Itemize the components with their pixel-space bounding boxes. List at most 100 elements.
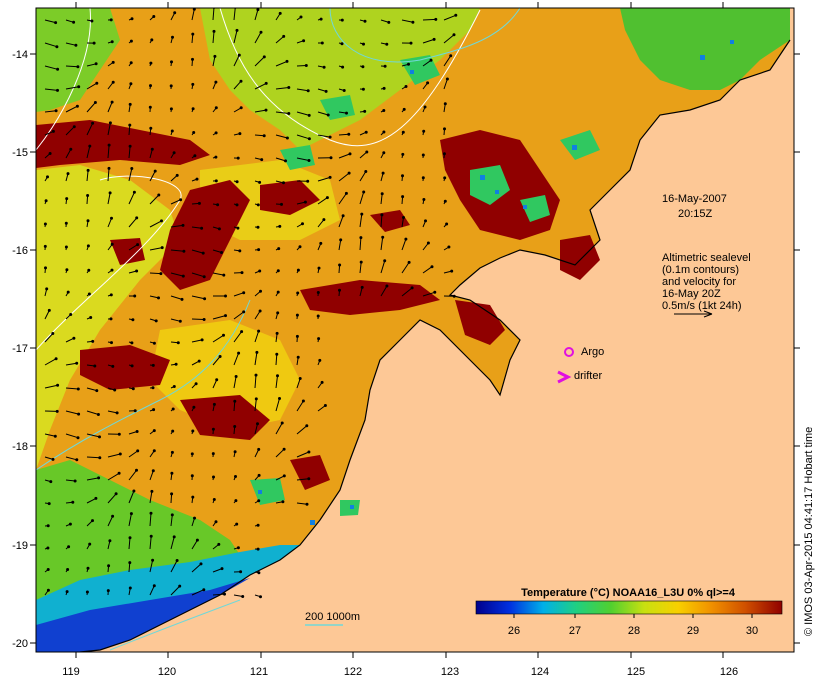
velocity-arrow-head (66, 290, 70, 294)
velocity-arrow-head (223, 592, 226, 596)
velocity-arrow-head (238, 132, 242, 136)
velocity-arrow-head (322, 218, 326, 222)
velocity-arrow-head (117, 471, 121, 475)
velocity-arrow-head (109, 18, 113, 22)
velocity-arrow (44, 333, 54, 343)
velocity-arrow (170, 585, 181, 596)
velocity-arrow (317, 197, 328, 205)
velocity-arrow (359, 191, 365, 205)
velocity-arrow (149, 513, 152, 527)
colorbar-tick-label: 26 (508, 625, 520, 637)
velocity-arrow (107, 472, 120, 481)
velocity-arrow-head (402, 107, 406, 111)
velocity-arrow-head (49, 480, 53, 484)
velocity-arrow-head (217, 542, 221, 546)
velocity-arrow (65, 149, 72, 159)
velocity-arrow-head (71, 500, 75, 504)
velocity-arrow-head (170, 450, 174, 454)
velocity-arrow (86, 170, 89, 182)
velocity-arrow (107, 168, 110, 182)
velocity-arrow-head (46, 524, 50, 528)
velocity-arrow (380, 260, 386, 274)
velocity-arrow-head (323, 404, 327, 407)
velocity-arrow-head (47, 308, 51, 312)
velocity-arrow-head (135, 216, 139, 220)
velocity-arrow-head (381, 235, 385, 239)
velocity-arrow-head (72, 336, 76, 340)
velocity-arrow (44, 19, 56, 24)
velocity-arrow-head (157, 296, 160, 300)
velocity-arrow-head (236, 226, 240, 230)
velocity-arrow-head (51, 457, 55, 461)
velocity-arrow-head (73, 479, 77, 483)
velocity-arrow-head (74, 43, 78, 47)
velocity-arrow-head (257, 248, 261, 252)
velocity-arrow (212, 31, 215, 44)
velocity-arrow (107, 410, 118, 414)
velocity-arrow-head (236, 156, 240, 160)
velocity-arrow-head (149, 126, 153, 130)
colorbar-tick-label: 28 (628, 625, 640, 637)
velocity-arrow-head (175, 173, 179, 177)
velocity-arrow-head (328, 175, 332, 179)
velocity-arrow-head (298, 377, 302, 380)
velocity-arrow-head (47, 502, 51, 506)
velocity-arrow-head (382, 86, 386, 90)
velocity-arrow-head (220, 567, 224, 571)
velocity-arrow (65, 65, 78, 68)
velocity-arrow (86, 477, 99, 481)
velocity-arrow-head (362, 42, 365, 46)
velocity-arrow-head (152, 341, 156, 345)
altimetry-note-line: (0.1m contours) (662, 264, 739, 276)
velocity-arrow-head (202, 318, 206, 321)
velocity-arrow (149, 220, 162, 228)
velocity-arrow-head (339, 238, 343, 242)
velocity-arrow-head (89, 316, 93, 319)
velocity-arrow-head (278, 11, 282, 15)
velocity-arrow (212, 8, 215, 21)
velocity-arrow (170, 224, 184, 228)
velocity-arrow-head (169, 107, 173, 111)
velocity-arrow (401, 238, 407, 251)
velocity-arrow-head (130, 17, 134, 21)
velocity-arrow-head (98, 435, 101, 439)
velocity-arrow (254, 423, 258, 435)
velocity-arrow (317, 111, 329, 116)
velocity-arrow (65, 456, 77, 461)
velocity-arrow-head (214, 155, 218, 159)
velocity-arrow-head (149, 534, 153, 538)
velocity-arrow-head (149, 84, 152, 88)
velocity-arrow (422, 38, 435, 44)
velocity-arrow-head (433, 290, 437, 294)
velocity-arrow (233, 54, 240, 67)
velocity-arrow (44, 110, 57, 113)
velocity-arrow-head (362, 190, 366, 194)
velocity-arrow (65, 105, 78, 113)
depth-contour-label: 200 1000m (305, 611, 360, 623)
velocity-arrow-head (215, 378, 219, 382)
velocity-arrow-head (46, 568, 50, 571)
velocity-arrow-head (410, 286, 414, 290)
velocity-arrow-head (211, 427, 215, 431)
velocity-arrow-head (69, 313, 73, 316)
velocity-arrow-head (316, 314, 320, 318)
velocity-arrow (254, 134, 265, 137)
velocity-arrow-head (152, 584, 156, 588)
drifter-marker[interactable] (557, 370, 572, 384)
lon-label-120: 120 (158, 666, 176, 678)
velocity-arrow-head (111, 514, 115, 518)
velocity-arrow-head (75, 458, 79, 462)
velocity-arrow (212, 315, 226, 320)
velocity-arrow (338, 172, 350, 182)
velocity-arrow (212, 272, 224, 276)
velocity-arrow (191, 272, 205, 278)
velocity-arrow-head (110, 40, 114, 44)
velocity-arrow-head (256, 203, 260, 207)
lon-label-124: 124 (531, 666, 549, 678)
argo-marker[interactable] (564, 347, 574, 357)
velocity-arrow-head (191, 57, 194, 61)
velocity-arrow-head (383, 259, 387, 263)
velocity-arrow-head (51, 129, 55, 133)
velocity-arrow-head (422, 198, 426, 201)
velocity-arrow (191, 295, 205, 300)
